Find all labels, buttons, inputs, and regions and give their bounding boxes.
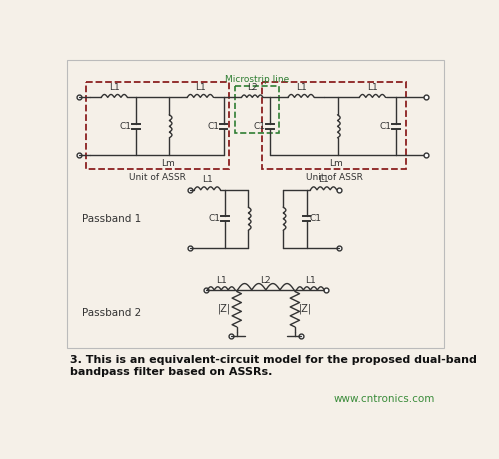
Text: L2: L2	[247, 83, 257, 92]
Text: C1: C1	[208, 214, 220, 223]
Text: Unit of ASSR: Unit of ASSR	[305, 173, 362, 182]
Text: Unit of ASSR: Unit of ASSR	[129, 173, 186, 182]
Text: C1: C1	[309, 214, 321, 223]
Text: L1: L1	[202, 175, 213, 185]
Text: |Z|: |Z|	[299, 304, 312, 314]
Text: L1: L1	[367, 83, 378, 92]
Text: C1: C1	[120, 122, 132, 131]
Text: L1: L1	[195, 83, 206, 92]
Text: C1: C1	[254, 122, 266, 131]
Text: L1: L1	[318, 175, 329, 185]
Text: C1: C1	[208, 122, 220, 131]
Bar	[67, 60, 445, 347]
Text: www.cntronics.com: www.cntronics.com	[334, 394, 435, 404]
Text: C1: C1	[380, 122, 392, 131]
Text: L1: L1	[296, 83, 306, 92]
Text: Passband 2: Passband 2	[82, 308, 141, 318]
Bar	[235, 86, 279, 133]
Bar	[86, 82, 229, 169]
Text: Microstrip line: Microstrip line	[225, 74, 289, 84]
Text: 3. This is an equivalent-circuit model for the proposed dual-band
bandpass filte: 3. This is an equivalent-circuit model f…	[70, 355, 477, 377]
Bar	[262, 82, 406, 169]
Text: L1: L1	[109, 83, 120, 92]
Text: Passband 1: Passband 1	[82, 214, 141, 224]
Text: Lm: Lm	[329, 159, 343, 168]
Text: Lm: Lm	[161, 159, 175, 168]
Text: |Z|: |Z|	[218, 304, 231, 314]
Text: L2: L2	[260, 275, 271, 285]
Text: L1: L1	[216, 275, 227, 285]
Text: L1: L1	[305, 275, 316, 285]
